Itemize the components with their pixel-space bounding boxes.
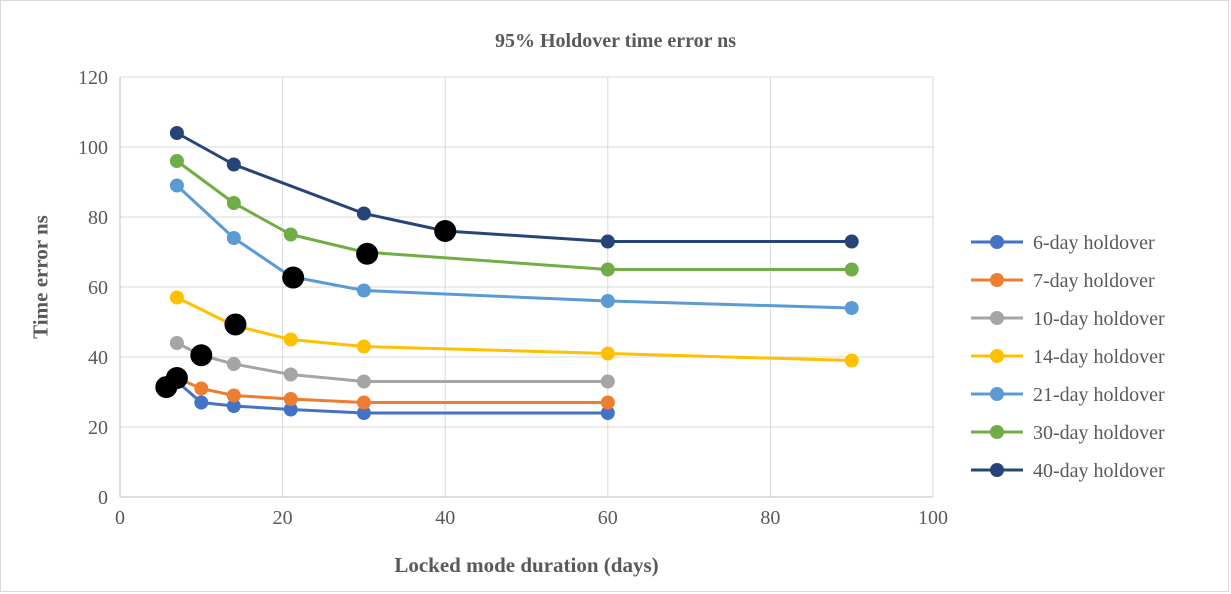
legend-label: 14-day holdover bbox=[1033, 346, 1165, 368]
legend-marker bbox=[990, 349, 1004, 363]
y-tick-label: 0 bbox=[98, 487, 108, 509]
x-tick-label: 20 bbox=[273, 507, 293, 529]
x-tick-label: 60 bbox=[598, 507, 618, 529]
legend-marker bbox=[990, 463, 1004, 477]
data-point bbox=[356, 283, 371, 298]
legend-marker bbox=[990, 273, 1004, 287]
x-tick-label: 40 bbox=[435, 507, 455, 529]
chart-title: 95% Holdover time error ns bbox=[494, 30, 737, 52]
legend-label: 21-day holdover bbox=[1033, 384, 1165, 406]
series-line-14-day-holdover bbox=[175, 296, 854, 362]
data-point bbox=[169, 126, 184, 140]
data-point bbox=[226, 357, 241, 371]
data-point bbox=[356, 406, 371, 420]
highlight-point bbox=[165, 367, 188, 389]
x-tick-label: 100 bbox=[918, 507, 948, 529]
y-tick-label: 120 bbox=[78, 67, 108, 89]
y-tick-label: 60 bbox=[88, 277, 108, 299]
data-point bbox=[283, 332, 298, 347]
data-point bbox=[356, 206, 371, 221]
highlight-point bbox=[190, 344, 213, 367]
legend-marker bbox=[990, 235, 1004, 249]
data-point bbox=[169, 178, 184, 193]
series-line-40-day-holdover bbox=[175, 131, 854, 243]
data-point bbox=[844, 353, 859, 368]
highlight-point bbox=[434, 220, 457, 242]
data-point bbox=[844, 301, 859, 315]
data-point bbox=[194, 381, 209, 396]
data-point bbox=[226, 388, 241, 403]
data-point bbox=[356, 374, 371, 389]
data-point bbox=[283, 402, 298, 417]
highlight-point bbox=[224, 313, 247, 336]
data-point bbox=[600, 294, 615, 308]
legend-marker bbox=[990, 311, 1004, 325]
data-point bbox=[600, 262, 615, 277]
legend-marker bbox=[990, 387, 1004, 401]
data-point bbox=[283, 392, 298, 406]
data-point bbox=[600, 234, 615, 249]
y-tick-label: 80 bbox=[88, 207, 108, 229]
data-point bbox=[194, 395, 209, 410]
highlight-point bbox=[356, 242, 379, 265]
data-point bbox=[226, 157, 241, 172]
y-tick-label: 20 bbox=[88, 417, 108, 439]
legend-label: 40-day holdover bbox=[1033, 460, 1165, 482]
data-point bbox=[169, 154, 184, 168]
data-point bbox=[226, 399, 241, 413]
data-point bbox=[844, 262, 859, 277]
y-tick-label: 40 bbox=[88, 347, 108, 369]
x-axis-label: Locked mode duration (days) bbox=[394, 553, 659, 577]
legend-label: 10-day holdover bbox=[1033, 308, 1165, 330]
legend-label: 6-day holdover bbox=[1033, 232, 1155, 254]
data-point bbox=[226, 196, 241, 210]
series-line-21-day-holdover bbox=[175, 184, 854, 310]
x-tick-label: 80 bbox=[760, 507, 780, 529]
legend-marker bbox=[990, 425, 1004, 439]
data-point bbox=[283, 367, 298, 382]
highlight-point bbox=[282, 266, 305, 289]
data-point bbox=[283, 227, 298, 242]
data-point bbox=[169, 336, 184, 350]
data-point bbox=[356, 395, 371, 410]
y-tick-label: 100 bbox=[78, 137, 108, 159]
data-point bbox=[226, 231, 241, 245]
data-point bbox=[600, 374, 615, 389]
data-point bbox=[600, 346, 615, 361]
legend-label: 7-day holdover bbox=[1033, 270, 1155, 292]
data-point bbox=[600, 406, 615, 420]
series-line-30-day-holdover bbox=[175, 159, 854, 271]
data-point bbox=[169, 290, 184, 305]
data-point bbox=[844, 234, 859, 249]
data-point bbox=[356, 339, 371, 354]
data-point bbox=[600, 395, 615, 410]
legend-label: 30-day holdover bbox=[1033, 422, 1165, 444]
x-tick-label: 0 bbox=[115, 507, 125, 529]
